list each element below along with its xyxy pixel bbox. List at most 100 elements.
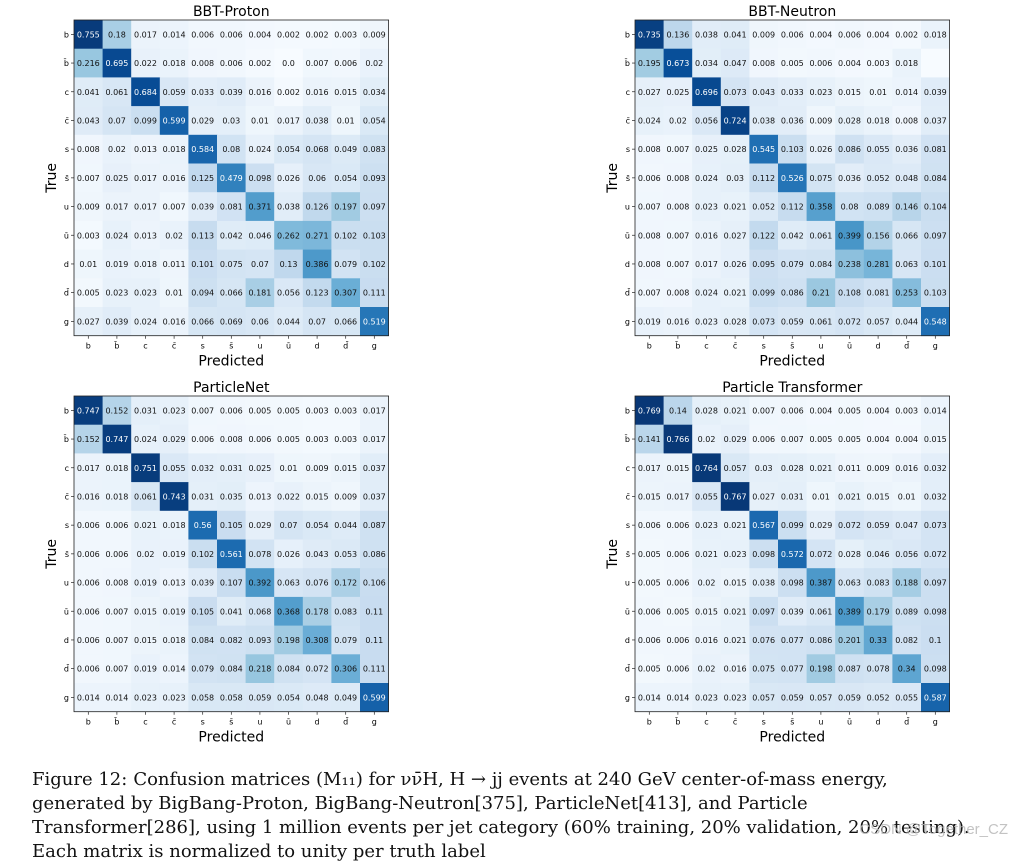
cell-value-label: 0.695 xyxy=(105,59,128,68)
heatmap-cell xyxy=(835,278,865,308)
heatmap-cell xyxy=(635,625,664,655)
heatmap-cell xyxy=(159,220,189,250)
x-tick-label: c̄ xyxy=(733,718,738,727)
heatmap-cell xyxy=(360,625,389,655)
cell-value-label: 0.039 xyxy=(924,88,947,97)
y-tick-label: s̄ xyxy=(626,550,630,559)
heatmap-cell xyxy=(331,625,361,655)
heatmap-cell xyxy=(720,192,750,222)
heatmap-cell xyxy=(720,307,750,337)
heatmap-cell xyxy=(692,453,722,483)
heatmap-cell xyxy=(921,134,950,164)
cell-value-label: 0.023 xyxy=(695,521,718,530)
heatmap-cell xyxy=(217,249,246,279)
cell-value-label: 0.07 xyxy=(251,260,269,269)
cell-value-label: 0.029 xyxy=(724,435,747,444)
heatmap-cell xyxy=(635,510,664,540)
heatmap-cell xyxy=(131,683,161,713)
cell-value-label: 0.33 xyxy=(869,636,887,645)
heatmap-cell xyxy=(749,453,779,483)
cell-value-label: 0.02 xyxy=(669,116,687,125)
heatmap-cell xyxy=(302,220,332,250)
cell-value-label: 0.028 xyxy=(724,317,747,326)
heatmap-cell xyxy=(217,192,246,222)
cell-value-label: 0.009 xyxy=(752,30,775,39)
heatmap-cell xyxy=(159,539,189,569)
heatmap-cell xyxy=(302,482,332,512)
cell-value-label: 0.017 xyxy=(363,435,386,444)
cell-value-label: 0.024 xyxy=(105,231,128,240)
y-axis-label: True xyxy=(605,539,621,570)
x-tick-label: ū xyxy=(286,342,291,351)
heatmap-cell xyxy=(778,77,807,107)
heatmap-cell xyxy=(188,134,218,164)
heatmap-cell xyxy=(749,249,779,279)
x-tick-label: b xyxy=(86,718,91,727)
heatmap-cell xyxy=(835,510,865,540)
heatmap-cell xyxy=(302,424,332,454)
cell-value-label: 0.019 xyxy=(105,260,128,269)
heatmap-cell xyxy=(274,77,304,107)
cell-value-label: 0.123 xyxy=(306,289,329,298)
heatmap-cell xyxy=(188,568,218,598)
x-tick-label: d xyxy=(876,342,881,351)
cell-value-label: 0.078 xyxy=(867,665,890,674)
heatmap-cell xyxy=(217,48,246,78)
cell-value-label: 0.037 xyxy=(363,492,386,501)
heatmap-cell xyxy=(863,134,893,164)
cell-value-label: 0.02 xyxy=(137,550,155,559)
cell-value-label: 0.011 xyxy=(163,260,186,269)
cell-value-label: 0.003 xyxy=(334,435,357,444)
heatmap-cell xyxy=(778,424,807,454)
heatmap-cell xyxy=(74,453,103,483)
cell-value-label: 0.015 xyxy=(924,435,947,444)
heatmap-cell xyxy=(331,453,361,483)
heatmap-cell xyxy=(863,106,893,136)
y-tick-label: c xyxy=(65,88,69,97)
heatmap-cell xyxy=(217,654,246,684)
cell-value-label: 0.094 xyxy=(191,289,214,298)
cell-value-label: 0.023 xyxy=(134,289,157,298)
cell-value-label: 0.044 xyxy=(277,317,300,326)
cell-value-label: 0.007 xyxy=(191,406,214,415)
x-tick-label: u xyxy=(257,718,262,727)
cell-value-label: 0.008 xyxy=(638,145,661,154)
heatmap-cell xyxy=(245,453,275,483)
cell-value-label: 0.018 xyxy=(867,116,890,125)
heatmap-cell xyxy=(74,596,103,626)
y-tick-label: g xyxy=(625,317,630,326)
heatmap-cell xyxy=(892,278,922,308)
cell-value-label: 0.018 xyxy=(895,59,918,68)
cell-value-label: 0.083 xyxy=(334,607,357,616)
heatmap-cell xyxy=(806,134,836,164)
cell-value-label: 0.008 xyxy=(105,579,128,588)
cell-value-label: 0.016 xyxy=(695,636,718,645)
x-tick-label: b xyxy=(647,718,652,727)
heatmap-cell xyxy=(921,683,950,713)
x-tick-label: ū xyxy=(286,718,291,727)
heatmap-cell xyxy=(217,625,246,655)
cell-value-label: 0.007 xyxy=(666,145,689,154)
heatmap-cell xyxy=(778,20,807,50)
cell-value-label: 0.059 xyxy=(163,88,186,97)
cell-value-label: 0.032 xyxy=(191,464,214,473)
heatmap-cell xyxy=(892,307,922,337)
cell-value-label: 0.112 xyxy=(752,174,775,183)
cell-value-label: 0.306 xyxy=(334,665,357,674)
heatmap-cell xyxy=(749,396,779,426)
heatmap-cell xyxy=(102,510,132,540)
heatmap-cell xyxy=(245,625,275,655)
heatmap-cell xyxy=(74,482,103,512)
cell-value-label: 0.112 xyxy=(781,203,804,212)
cell-value-label: 0.037 xyxy=(363,464,386,473)
heatmap-cell xyxy=(720,596,750,626)
heatmap-cell xyxy=(245,424,275,454)
x-tick-label: u xyxy=(818,718,823,727)
heatmap-cell xyxy=(102,307,132,337)
cell-value-label: 0.006 xyxy=(77,607,100,616)
y-tick-label: s̄ xyxy=(65,174,69,183)
heatmap-cell xyxy=(835,77,865,107)
cell-value-label: 0.028 xyxy=(781,464,804,473)
cell-value-label: 0.098 xyxy=(781,579,804,588)
cell-value-label: 0.034 xyxy=(363,88,386,97)
